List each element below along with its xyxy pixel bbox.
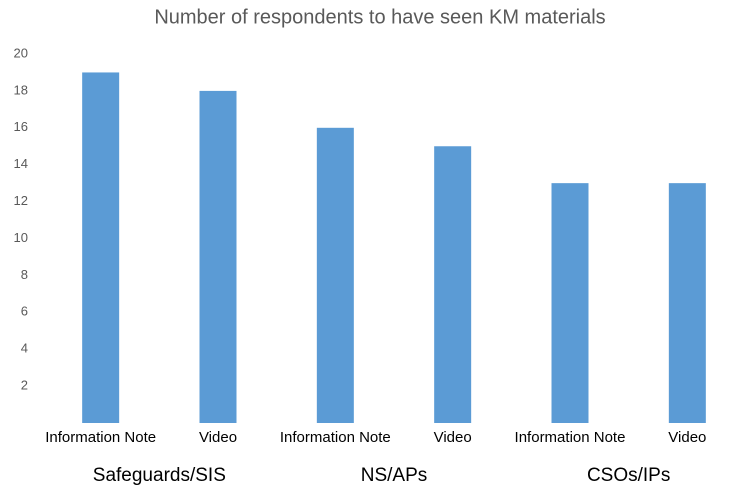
group-label: CSOs/IPs [587, 465, 670, 486]
y-tick-label: 12 [14, 193, 28, 208]
y-tick-label: 18 [14, 82, 28, 97]
x-tick-label: Information Note [45, 429, 156, 446]
y-tick-label: 8 [21, 267, 28, 282]
chart-title: Number of respondents to have seen KM ma… [154, 6, 605, 28]
y-tick-label: 6 [21, 304, 28, 319]
bar [668, 183, 706, 423]
bar [551, 183, 589, 423]
y-tick-label: 20 [14, 45, 28, 60]
y-tick-label: 10 [14, 230, 28, 245]
x-tick-label: Video [434, 429, 472, 446]
x-tick-label: Video [668, 429, 706, 446]
y-tick-label: 4 [21, 341, 28, 356]
bar [434, 146, 472, 423]
x-tick-label: Information Note [515, 429, 626, 446]
y-tick-label: 2 [21, 378, 28, 393]
bar [82, 72, 120, 423]
y-tick-label: 14 [14, 156, 28, 171]
y-tick-label: 16 [14, 119, 28, 134]
x-tick-label: Video [199, 429, 237, 446]
group-label: Safeguards/SIS [93, 465, 226, 486]
group-label: NS/APs [361, 465, 428, 486]
bar [316, 127, 354, 424]
bar [199, 90, 237, 424]
x-tick-label: Information Note [280, 429, 391, 446]
